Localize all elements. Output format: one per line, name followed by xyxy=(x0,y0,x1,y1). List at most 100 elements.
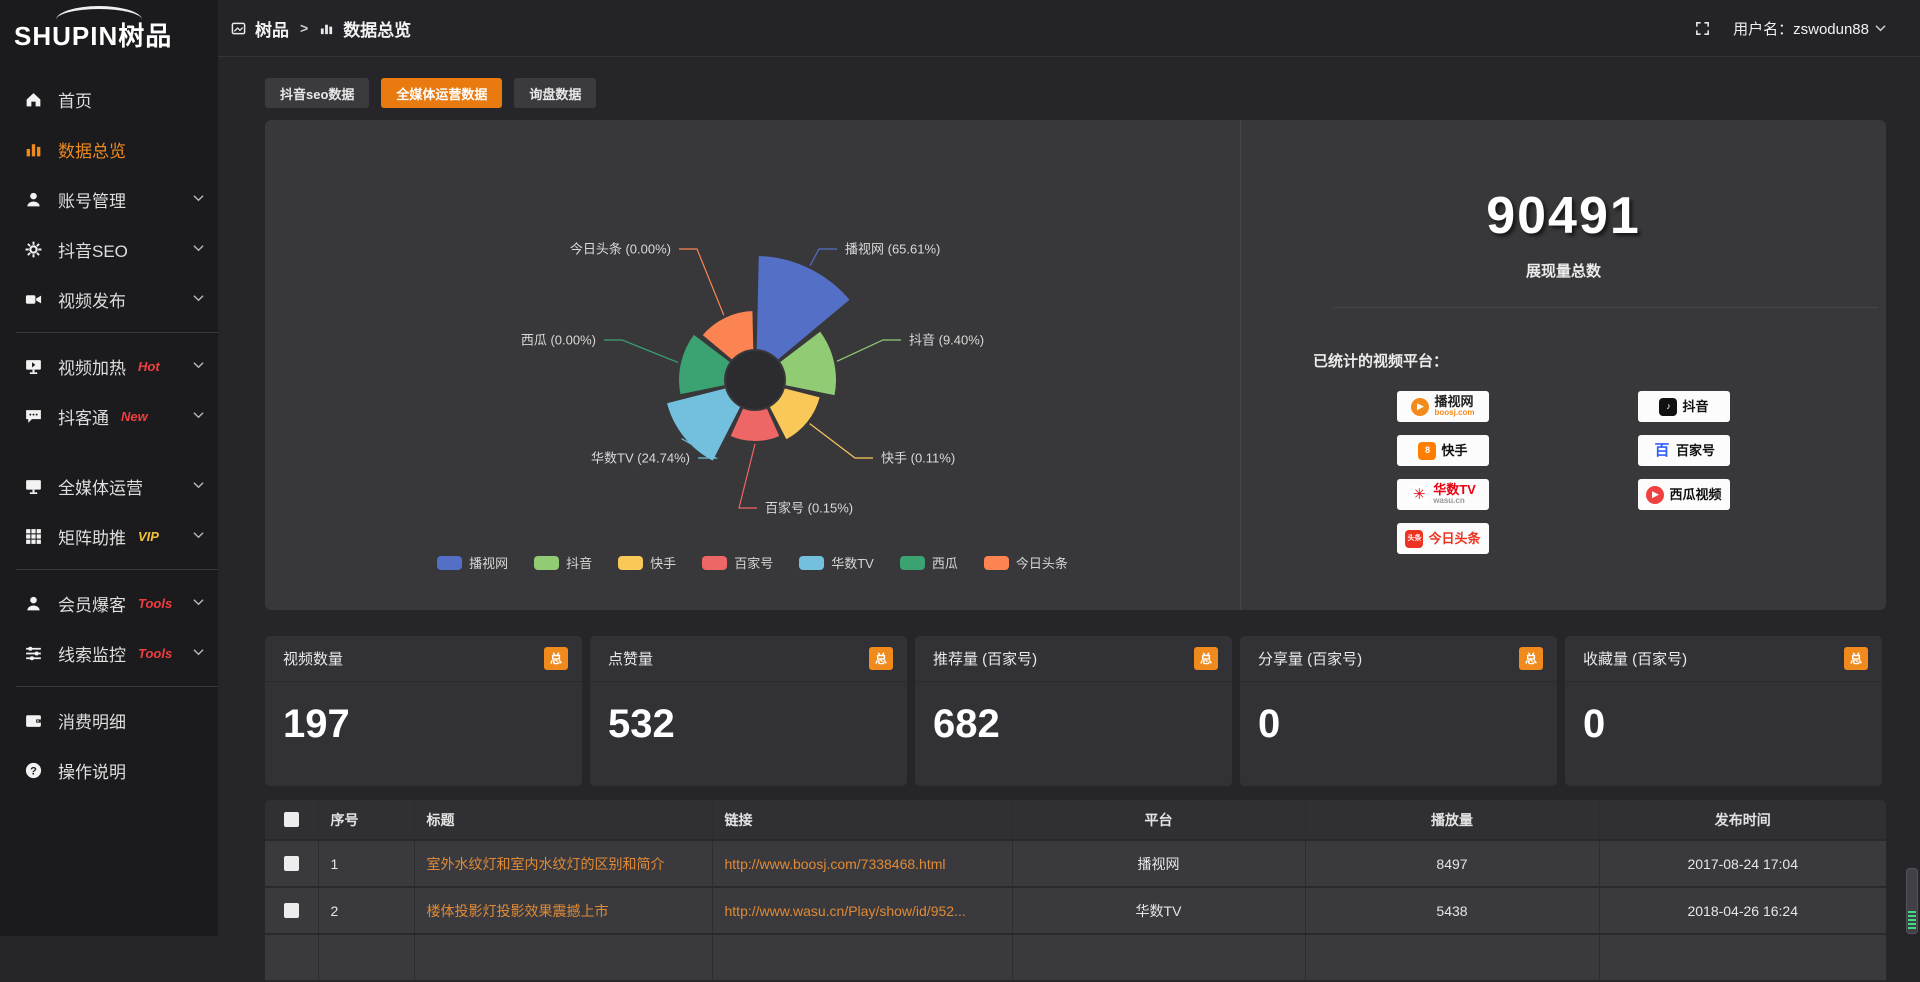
platform-logo-icon: ▶ xyxy=(1646,485,1665,504)
select-all-checkbox[interactable] xyxy=(283,812,299,827)
user-menu[interactable]: 用户名：zswodun88 xyxy=(1733,18,1886,39)
pie-segment-西瓜[interactable] xyxy=(677,331,733,397)
platforms-title: 已统计的视频平台： xyxy=(1313,353,1449,370)
sidebar-item-label: 数据总览 xyxy=(58,141,126,161)
pie-label-line xyxy=(809,423,873,459)
empty-cell xyxy=(1012,934,1306,982)
user-icon xyxy=(24,190,43,209)
sidebar-item-badge: Tools xyxy=(138,645,173,661)
content: 抖音seo数据 全媒体运营数据 询盘数据 播视网 (65.61%) 抖音 (9.40%… xyxy=(218,57,1920,982)
legend-swatch xyxy=(618,555,644,570)
monitor-icon xyxy=(26,479,41,494)
gear-icon xyxy=(24,240,43,259)
pie-segment-抖音[interactable] xyxy=(777,328,838,398)
stat-card-收藏量 (百家号): 收藏量 (百家号) 总 0 xyxy=(1565,636,1882,786)
sidebar-item-badge: Hot xyxy=(138,358,160,374)
gear-icon xyxy=(25,241,42,257)
chevron-down-icon xyxy=(193,481,204,489)
row-checkbox[interactable] xyxy=(283,856,299,871)
sidebar-item-操作说明[interactable]: ? 操作说明 xyxy=(0,745,218,795)
pie-label-line xyxy=(679,248,725,316)
legend-item-西瓜[interactable]: 西瓜 xyxy=(899,553,958,572)
sidebar-item-label: 账号管理 xyxy=(58,191,126,211)
sidebar-item-线索监控[interactable]: 线索监控 Tools xyxy=(0,628,218,678)
row-url-link[interactable]: http://www.wasu.cn/Play/show/id/952... xyxy=(712,887,1013,935)
empty-cell xyxy=(712,934,1013,982)
app-logo[interactable]: SHUPIN树品 xyxy=(0,0,218,62)
legend-label: 快手 xyxy=(650,556,677,571)
sidebar-item-全媒体运营[interactable]: 全媒体运营 xyxy=(0,461,218,511)
data-tabs: 抖音seo数据 全媒体运营数据 询盘数据 xyxy=(265,78,1886,108)
pie-segment-快手[interactable] xyxy=(767,386,823,442)
sidebar-item-label: 抖客通 xyxy=(58,408,109,428)
tab-抖音seo数据[interactable]: 抖音seo数据 xyxy=(265,78,370,108)
row-title-link[interactable]: 室外水纹灯和室内水纹灯的区别和简介 xyxy=(414,840,713,888)
pie-label: 百家号 (0.15%) xyxy=(765,501,853,516)
empty-cell xyxy=(318,934,415,982)
stat-card-value: 0 xyxy=(1258,702,1281,746)
breadcrumb-current[interactable]: 数据总览 xyxy=(343,20,412,40)
username-label: 用户名：zswodun88 xyxy=(1733,20,1869,38)
row-url-link[interactable]: http://www.boosj.com/7338468.html xyxy=(712,840,1013,888)
pie-segment-播视网[interactable] xyxy=(754,253,853,363)
stat-card-分享量 (百家号): 分享量 (百家号) 总 0 xyxy=(1240,636,1557,786)
col-header-标题: 标题 xyxy=(414,800,713,841)
platform-texts: 抖音 xyxy=(1682,400,1708,414)
sidebar-item-视频发布[interactable]: 视频发布 xyxy=(0,274,218,324)
sidebar-item-消费明细[interactable]: 消费明细 xyxy=(0,695,218,745)
legend-item-抖音[interactable]: 抖音 xyxy=(534,553,592,572)
sidebar-item-抖客通[interactable]: 抖客通 New xyxy=(0,391,218,441)
row-checkbox[interactable] xyxy=(283,903,299,918)
scrollbar-thumb[interactable] xyxy=(1906,868,1918,934)
sidebar-item-badge: Tools xyxy=(138,595,173,611)
table-row-partial xyxy=(265,934,1886,982)
pie-segment-今日头条[interactable] xyxy=(699,308,756,363)
platform-badge-抖音: ♪ 抖音 xyxy=(1638,391,1730,422)
pie-segment-华数TV[interactable] xyxy=(664,386,743,464)
platform-logo-icon: 百 xyxy=(1652,441,1671,460)
pie-label: 播视网 (65.61%) xyxy=(845,242,940,257)
fullscreen-icon[interactable] xyxy=(1694,20,1711,37)
legend-item-华数TV[interactable]: 华数TV xyxy=(799,553,874,572)
chevron-down-icon xyxy=(193,598,204,606)
breadcrumb-root-icon xyxy=(231,21,246,36)
platform-name: 播视网 xyxy=(1434,394,1474,410)
app-logo-text: SHUPIN树品 xyxy=(14,21,173,51)
grid-icon xyxy=(26,528,41,544)
stat-card-header: 收藏量 (百家号) 总 xyxy=(1565,636,1882,682)
main-area: 树品 > 数据总览 用户名：zswodun88 抖音seo数据 全媒体运营数据 询盘… xyxy=(218,0,1920,982)
tab-询盘数据[interactable]: 询盘数据 xyxy=(514,78,597,108)
impressions-total-label: 展现量总数 xyxy=(1525,263,1601,280)
platform-logo-icon: ♪ xyxy=(1659,397,1678,416)
topbar-right: 用户名：zswodun88 xyxy=(1694,18,1886,39)
sidebar-item-首页[interactable]: 首页 xyxy=(0,74,218,124)
legend-item-今日头条[interactable]: 今日头条 xyxy=(983,553,1068,572)
tab-全媒体运营数据[interactable]: 全媒体运营数据 xyxy=(381,78,503,108)
sidebar-item-抖音SEO[interactable]: 抖音SEO xyxy=(0,224,218,274)
sidebar-divider xyxy=(16,569,218,570)
breadcrumb-root[interactable]: 树品 xyxy=(255,20,289,40)
legend-item-快手[interactable]: 快手 xyxy=(618,553,676,572)
legend-item-播视网[interactable]: 播视网 xyxy=(437,553,508,572)
chevron-down-icon xyxy=(193,411,204,419)
sidebar-item-badge: VIP xyxy=(138,528,159,544)
pie-label-line xyxy=(738,443,757,509)
sidebar-item-账号管理[interactable]: 账号管理 xyxy=(0,174,218,224)
total-badge: 总 xyxy=(543,647,568,670)
platform-texts: 百家号 xyxy=(1676,444,1715,458)
sidebar-item-会员爆客[interactable]: 会员爆客 Tools xyxy=(0,578,218,628)
total-badge: 总 xyxy=(868,647,893,670)
legend-item-百家号[interactable]: 百家号 xyxy=(702,553,773,572)
impressions-summary: 90491 展现量总数 已统计的视频平台： ▶ 播视网 boosj.com ♪ 抖音 8 快… xyxy=(1240,120,1886,610)
sidebar-item-数据总览[interactable]: 数据总览 xyxy=(0,124,218,174)
col-header-序号: 序号 xyxy=(318,800,415,841)
row-title-link[interactable]: 楼体投影灯投影效果震撼上市 xyxy=(414,887,713,935)
col-header-播放量: 播放量 xyxy=(1305,800,1600,841)
sidebar-item-视频加热[interactable]: 视频加热 Hot xyxy=(0,341,218,391)
legend-label: 西瓜 xyxy=(931,556,958,571)
sidebar-item-矩阵助推[interactable]: 矩阵助推 VIP xyxy=(0,511,218,561)
platform-badge-华数TV: ✳ 华数TV wasu.cn xyxy=(1397,479,1489,510)
table-header-row: 序号 标题 链接 平台 播放量 发布时间 xyxy=(265,800,1886,841)
pie-label-line xyxy=(604,339,679,363)
pie-segment-百家号[interactable] xyxy=(728,405,782,443)
